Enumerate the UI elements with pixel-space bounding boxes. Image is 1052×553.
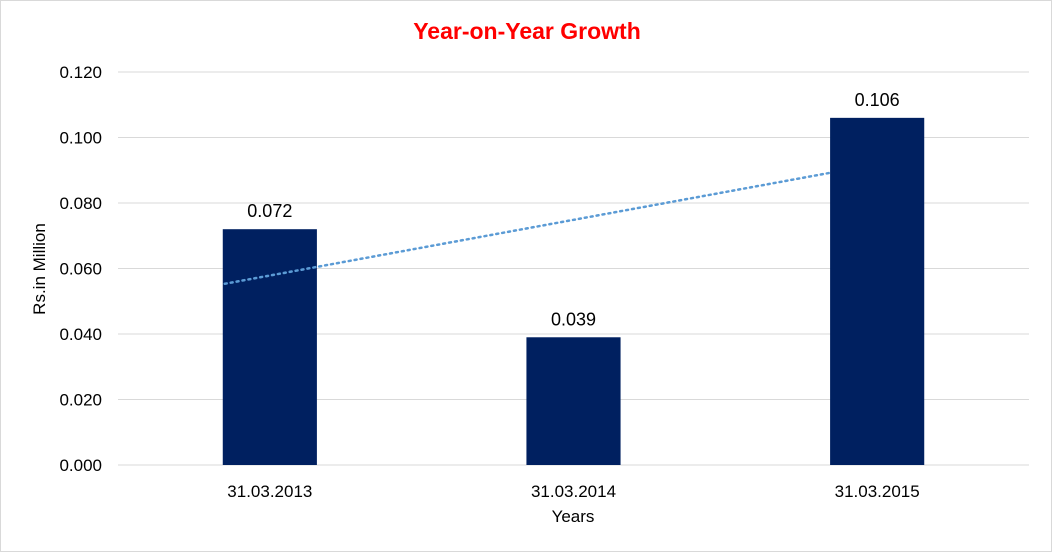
trendline (223, 171, 834, 286)
y-axis-title: Rs.in Million (30, 223, 49, 315)
y-tick-label: 0.120 (59, 63, 102, 82)
data-label: 0.106 (855, 90, 900, 110)
data-label: 0.072 (247, 201, 292, 221)
bar (526, 337, 621, 465)
x-axis-title: Years (552, 507, 595, 526)
trendline-path (223, 171, 834, 286)
x-tick-label: 31.03.2015 (835, 482, 920, 501)
y-tick-label: 0.080 (59, 194, 102, 213)
data-labels: 0.072 0.039 0.106 (247, 90, 899, 329)
x-axis-ticks: 31.03.2013 31.03.2014 31.03.2015 (227, 482, 919, 501)
bars (222, 117, 925, 465)
x-tick-label: 31.03.2014 (531, 482, 616, 501)
chart-title: Year-on-Year Growth (413, 18, 641, 44)
x-tick-label: 31.03.2013 (227, 482, 312, 501)
y-tick-label: 0.000 (59, 456, 102, 475)
bar (830, 117, 925, 465)
y-tick-label: 0.060 (59, 260, 102, 279)
y-tick-label: 0.040 (59, 325, 102, 344)
data-label: 0.039 (551, 309, 596, 329)
bar (222, 229, 317, 465)
y-axis-ticks: 0.000 0.020 0.040 0.060 0.080 0.100 0.120 (59, 63, 102, 475)
y-tick-label: 0.100 (59, 129, 102, 148)
y-tick-label: 0.020 (59, 391, 102, 410)
